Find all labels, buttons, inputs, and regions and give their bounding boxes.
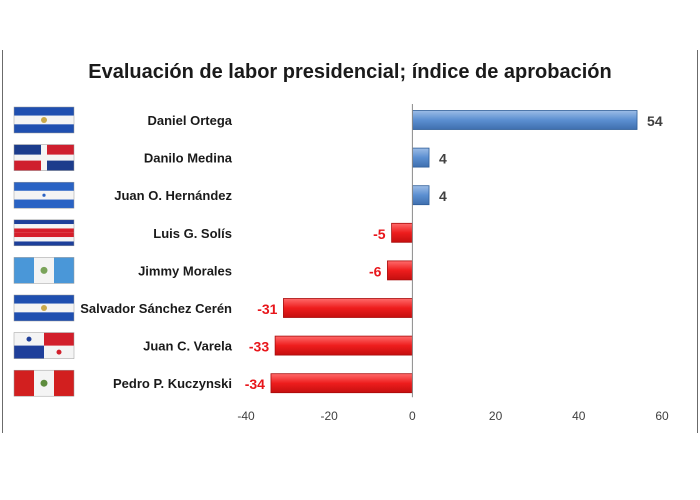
flag-icon (13, 257, 75, 284)
x-tick-label: 20 (489, 409, 503, 423)
category-label: Juan O. Hernández (114, 188, 232, 203)
category-label: Juan C. Varela (143, 339, 233, 354)
bar (274, 335, 413, 356)
data-labels: 54 4 4 -5 -6 -31 -33 -34 (245, 113, 663, 392)
category-label: Danilo Medina (144, 151, 233, 166)
data-label: -31 (257, 301, 277, 317)
flags-layer (13, 106, 75, 397)
x-tick-label: -40 (237, 409, 255, 423)
data-label: 4 (439, 188, 447, 204)
flag-icon (13, 219, 75, 247)
data-label: 4 (439, 151, 447, 167)
x-tick-label: 40 (572, 409, 586, 423)
data-label: 54 (647, 113, 663, 129)
category-label: Luis G. Solís (153, 226, 232, 241)
data-label: -6 (369, 263, 382, 279)
bar (411, 185, 430, 206)
category-label: Salvador Sánchez Cerén (80, 301, 232, 316)
x-tick-label: 60 (655, 409, 669, 423)
category-label: Pedro P. Kuczynski (113, 376, 232, 391)
flag-icon (13, 106, 75, 134)
bars (270, 110, 638, 394)
bar (283, 298, 413, 318)
chart-title: Evaluación de labor presidencial; índice… (88, 61, 612, 83)
category-labels: Daniel Ortega Danilo Medina Juan O. Hernán… (80, 113, 232, 391)
flag-icon (13, 294, 75, 322)
flag-icon (13, 144, 75, 171)
category-label: Daniel Ortega (147, 113, 232, 128)
chart-frame (2, 50, 698, 433)
category-label: Jimmy Morales (138, 263, 232, 278)
data-label: -33 (249, 339, 269, 355)
flag-icon (13, 369, 75, 397)
bar (411, 110, 638, 130)
data-label: -34 (245, 376, 265, 392)
bar (391, 222, 413, 243)
data-label: -5 (373, 226, 386, 242)
x-tick-label: 0 (409, 409, 416, 423)
x-axis: -40 -20 0 20 40 60 (237, 104, 669, 423)
flag-icon (13, 332, 75, 359)
bar (270, 373, 413, 394)
flag-icon (13, 181, 75, 209)
bar (411, 147, 430, 168)
bar (387, 260, 413, 281)
x-tick-label: -20 (321, 409, 339, 423)
